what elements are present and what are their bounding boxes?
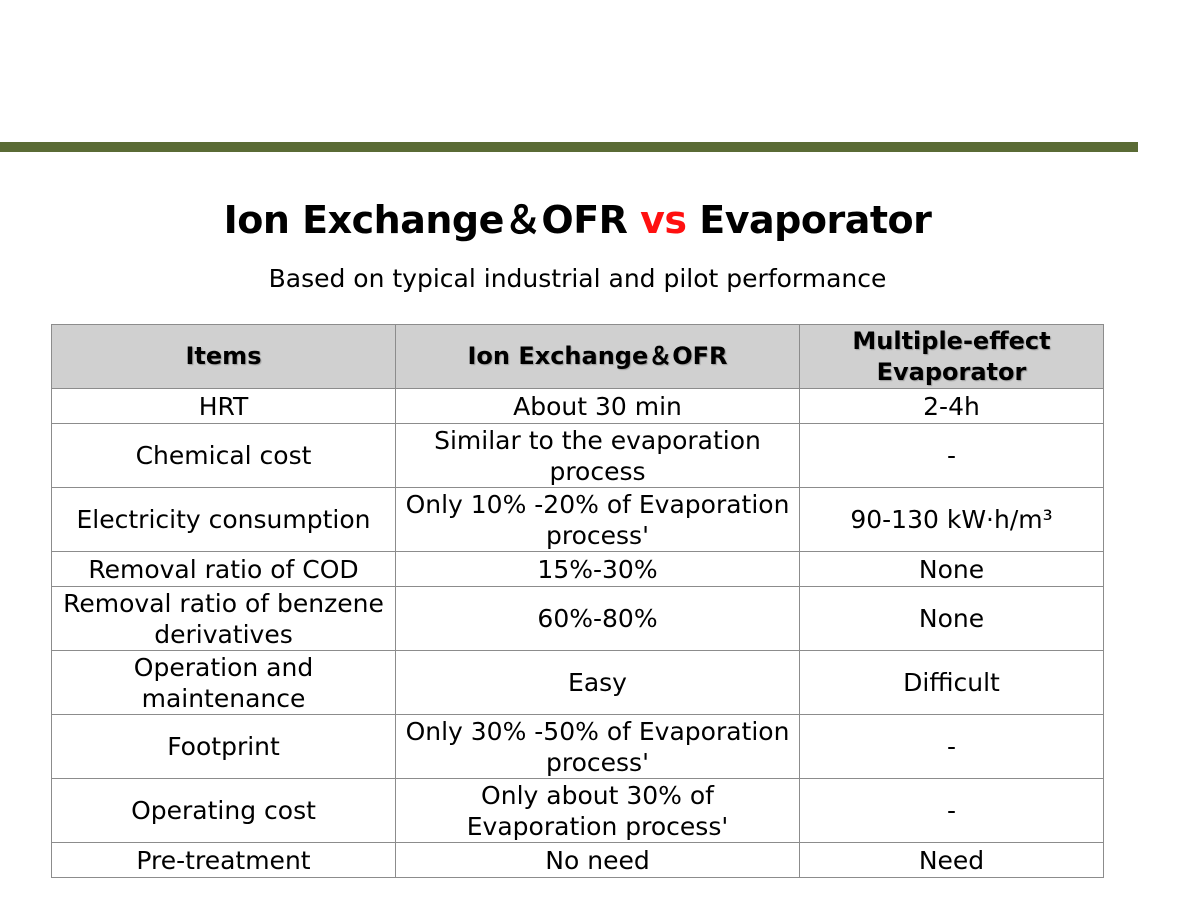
row-item: Removal ratio of benzene derivatives <box>51 586 396 651</box>
table-row: Removal ratio of COD 15%-30% None <box>51 551 1104 587</box>
header-items: Items <box>51 324 396 389</box>
row-ion-value: About 30 min <box>395 388 800 424</box>
table-row: Operating cost Only about 30% of Evapora… <box>51 778 1104 843</box>
row-ion-value: 15%-30% <box>395 551 800 587</box>
row-ion-value: 60%-80% <box>395 586 800 651</box>
row-evap-value: 2-4h <box>799 388 1104 424</box>
table-row: Electricity consumption Only 10% -20% of… <box>51 487 1104 552</box>
row-evap-value: Need <box>799 842 1104 878</box>
header-rule <box>0 142 1138 152</box>
row-ion-value: Only about 30% of Evaporation process' <box>395 778 800 843</box>
row-evap-value: - <box>799 423 1104 488</box>
comparison-table: Items Ion Exchange＆OFR Multiple-effect E… <box>51 324 1104 878</box>
row-evap-value: None <box>799 586 1104 651</box>
row-item: Pre-treatment <box>51 842 396 878</box>
slide-title: Ion Exchange＆OFR vs Evaporator <box>0 193 1155 247</box>
row-evap-value: None <box>799 551 1104 587</box>
row-evap-value: - <box>799 778 1104 843</box>
table-row: Removal ratio of benzene derivatives 60%… <box>51 586 1104 651</box>
row-ion-value: Only 30% -50% of Evaporation process' <box>395 714 800 779</box>
table-row: Chemical cost Similar to the evaporation… <box>51 423 1104 488</box>
row-ion-value: No need <box>395 842 800 878</box>
row-ion-value: Easy <box>395 650 800 715</box>
table-row: Footprint Only 30% -50% of Evaporation p… <box>51 714 1104 779</box>
row-item: Operating cost <box>51 778 396 843</box>
header-evaporator: Multiple-effect Evaporator <box>799 324 1104 389</box>
title-left: Ion Exchange＆OFR <box>223 198 628 242</box>
title-right: Evaporator <box>699 198 932 242</box>
title-vs: vs <box>640 198 687 242</box>
row-ion-value: Only 10% -20% of Evaporation process' <box>395 487 800 552</box>
table-row: Operation and maintenance Easy Difficult <box>51 650 1104 715</box>
slide-subtitle: Based on typical industrial and pilot pe… <box>268 264 887 293</box>
row-item: HRT <box>51 388 396 424</box>
row-item: Removal ratio of COD <box>51 551 396 587</box>
table-row: Pre-treatment No need Need <box>51 842 1104 878</box>
header-ion-exchange: Ion Exchange＆OFR <box>395 324 800 389</box>
row-evap-value: Difficult <box>799 650 1104 715</box>
row-ion-value: Similar to the evaporation process <box>395 423 800 488</box>
row-item: Operation and maintenance <box>51 650 396 715</box>
row-evap-value: - <box>799 714 1104 779</box>
row-evap-value: 90-130 kW·h/m³ <box>799 487 1104 552</box>
row-item: Electricity consumption <box>51 487 396 552</box>
table-row: HRT About 30 min 2-4h <box>51 388 1104 424</box>
table-header-row: Items Ion Exchange＆OFR Multiple-effect E… <box>51 324 1104 389</box>
row-item: Chemical cost <box>51 423 396 488</box>
row-item: Footprint <box>51 714 396 779</box>
